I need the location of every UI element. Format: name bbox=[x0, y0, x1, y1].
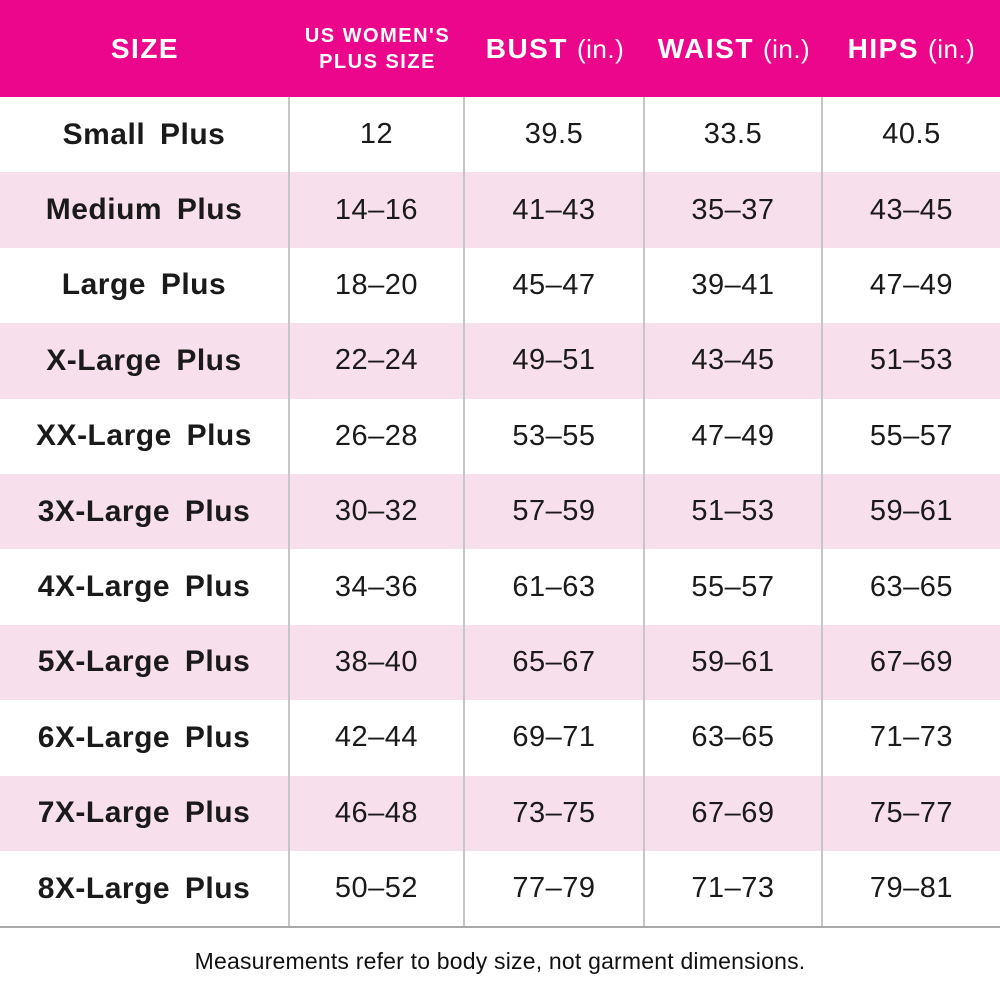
waist-cell: 33.5 bbox=[645, 97, 823, 173]
size-name-cell: 7X-Large Plus bbox=[0, 775, 290, 851]
table-row: Medium Plus 14–16 41–43 35–37 43–45 bbox=[0, 172, 1000, 248]
waist-cell: 67–69 bbox=[645, 775, 823, 851]
waist-cell: 35–37 bbox=[645, 172, 823, 248]
waist-cell: 39–41 bbox=[645, 247, 823, 324]
header-line-bust: BUST (in.) bbox=[486, 33, 625, 65]
bust-cell: 61–63 bbox=[465, 549, 645, 625]
hips-cell: 63–65 bbox=[869, 570, 954, 603]
plus-size-cell: 50–52 bbox=[290, 850, 465, 927]
header-line-hips: HIPS (in.) bbox=[848, 33, 976, 65]
hips-cell: 40.5 bbox=[882, 118, 941, 151]
size-name-cell: Small Plus bbox=[0, 97, 290, 173]
hips-cell: 79–81 bbox=[869, 872, 954, 905]
plus-size-cell: 12 bbox=[290, 97, 465, 173]
plus-size-cell: 18–20 bbox=[290, 247, 465, 324]
waist-cell: 63–65 bbox=[645, 700, 823, 776]
table-row: Small Plus 12 39.5 33.5 40.5 bbox=[0, 97, 1000, 173]
plus-size-cell: 46–48 bbox=[290, 775, 465, 851]
table-row: 7X-Large Plus 46–48 73–75 67–69 75–77 bbox=[0, 775, 1000, 851]
size-name-cell: 8X-Large Plus bbox=[0, 850, 290, 927]
header-unit-hips: (in.) bbox=[928, 33, 976, 64]
waist-cell: 47–49 bbox=[645, 398, 823, 474]
waist-cell: 43–45 bbox=[645, 323, 823, 399]
header-cell-waist: WAIST (in.) bbox=[645, 0, 823, 97]
bust-cell: 39.5 bbox=[465, 97, 645, 173]
size-name-cell: X-Large Plus bbox=[0, 323, 290, 399]
header-unit-waist: (in.) bbox=[762, 33, 811, 64]
plus-size-cell: 34–36 bbox=[290, 549, 465, 625]
bottom-divider bbox=[0, 926, 1000, 929]
size-name-cell: XX-Large Plus bbox=[0, 398, 290, 474]
waist-cell: 71–73 bbox=[645, 850, 823, 927]
bust-cell: 45–47 bbox=[465, 247, 645, 324]
size-name-cell: Medium Plus bbox=[0, 172, 290, 248]
waist-cell: 51–53 bbox=[645, 473, 823, 550]
waist-cell: 55–57 bbox=[645, 549, 823, 625]
header-label-hips: HIPS bbox=[847, 32, 920, 64]
hips-cell: 43–45 bbox=[869, 193, 954, 226]
table-row: 5X-Large Plus 38–40 65–67 59–61 67–69 bbox=[0, 624, 1000, 701]
plus-size-cell: 42–44 bbox=[290, 700, 465, 776]
plus-size-cell: 22–24 bbox=[290, 323, 465, 399]
table-row: Large Plus 18–20 45–47 39–41 47–49 bbox=[0, 247, 1000, 324]
hips-cell: 51–53 bbox=[869, 344, 954, 377]
bust-cell: 53–55 bbox=[465, 398, 645, 474]
hips-cell: 47–49 bbox=[869, 268, 954, 301]
bust-cell: 49–51 bbox=[465, 323, 645, 399]
plus-size-cell: 38–40 bbox=[290, 624, 465, 701]
header-cell-bust: BUST (in.) bbox=[465, 0, 645, 97]
header-line-waist: WAIST (in.) bbox=[658, 33, 810, 65]
header-unit-bust: (in.) bbox=[576, 33, 625, 64]
table-header-row: SIZE US WOMEN'S PLUS SIZE BUST (in.) WAI… bbox=[0, 0, 1000, 97]
table-row: X-Large Plus 22–24 49–51 43–45 51–53 bbox=[0, 323, 1000, 399]
table-row: 3X-Large Plus 30–32 57–59 51–53 59–61 bbox=[0, 473, 1000, 550]
hips-cell: 55–57 bbox=[869, 419, 954, 452]
size-name-cell: Large Plus bbox=[0, 247, 290, 324]
header-label-us-womens: US WOMEN'S bbox=[304, 24, 451, 47]
plus-size-cell: 26–28 bbox=[290, 398, 465, 474]
bust-cell: 73–75 bbox=[465, 775, 645, 851]
hips-cell: 71–73 bbox=[869, 721, 954, 754]
size-name-cell: 6X-Large Plus bbox=[0, 700, 290, 776]
size-name-cell: 4X-Large Plus bbox=[0, 549, 290, 625]
bust-cell: 65–67 bbox=[465, 624, 645, 701]
plus-size-cell: 30–32 bbox=[290, 473, 465, 550]
header-label-waist: WAIST bbox=[657, 32, 754, 64]
table-row: 8X-Large Plus 50–52 77–79 71–73 79–81 bbox=[0, 850, 1000, 927]
waist-cell: 59–61 bbox=[645, 624, 823, 701]
header-cell-size: SIZE bbox=[0, 0, 290, 97]
bust-cell: 69–71 bbox=[465, 700, 645, 776]
hips-cell: 67–69 bbox=[869, 645, 954, 678]
table-row: 4X-Large Plus 34–36 61–63 55–57 63–65 bbox=[0, 549, 1000, 625]
plus-size-cell: 14–16 bbox=[290, 172, 465, 248]
table-row: 6X-Large Plus 42–44 69–71 63–65 71–73 bbox=[0, 700, 1000, 776]
header-label-bust: BUST bbox=[485, 32, 568, 64]
header-cell-us-plus-size: US WOMEN'S PLUS SIZE bbox=[290, 0, 465, 97]
bust-cell: 57–59 bbox=[465, 473, 645, 550]
header-label-plus-size: PLUS SIZE bbox=[319, 50, 436, 73]
size-name-cell: 5X-Large Plus bbox=[0, 624, 290, 701]
hips-cell: 75–77 bbox=[869, 796, 954, 829]
measurement-note: Measurements refer to body size, not gar… bbox=[194, 947, 806, 974]
header-label-size: SIZE bbox=[110, 32, 180, 64]
hips-cell: 59–61 bbox=[869, 495, 954, 528]
table-row: XX-Large Plus 26–28 53–55 47–49 55–57 bbox=[0, 398, 1000, 474]
table-body: Small Plus 12 39.5 33.5 40.5 Medium Plus 14–16… bbox=[0, 97, 1000, 927]
size-name-cell: 3X-Large Plus bbox=[0, 473, 290, 550]
bust-cell: 41–43 bbox=[465, 172, 645, 248]
bust-cell: 77–79 bbox=[465, 850, 645, 927]
header-cell-hips: HIPS (in.) bbox=[823, 0, 1000, 97]
